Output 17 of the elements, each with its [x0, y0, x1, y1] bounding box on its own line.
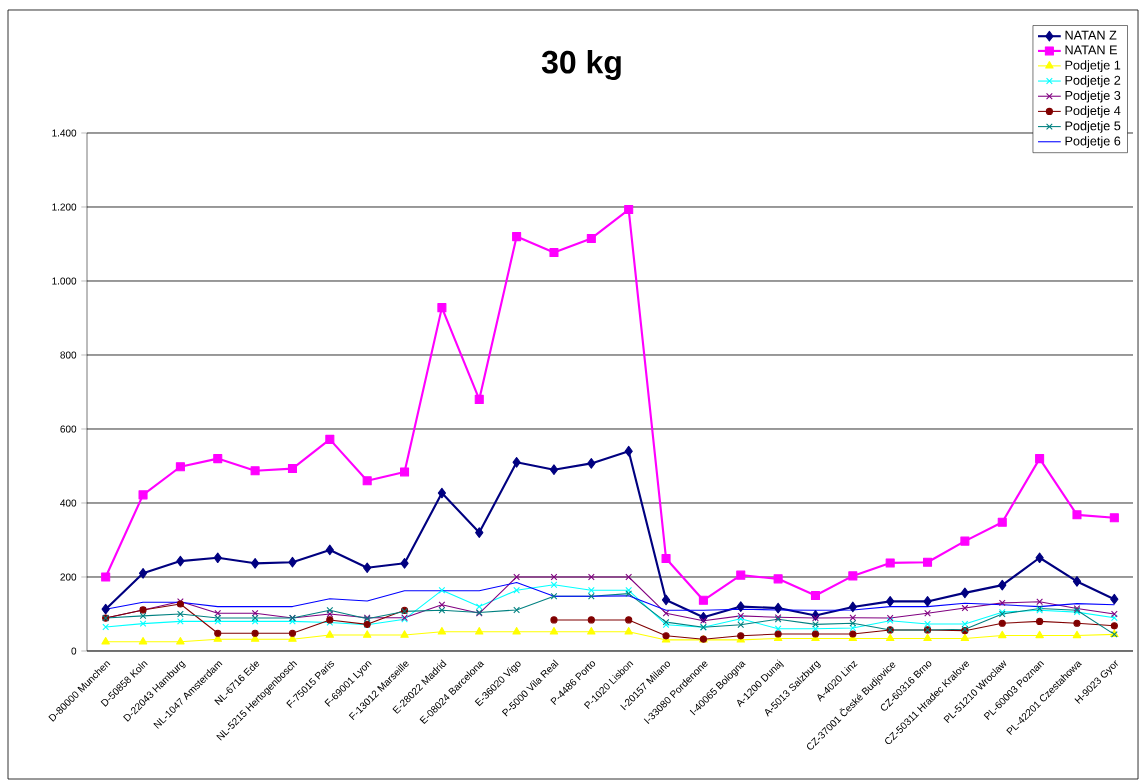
- legend-label: Podjetje 2: [1065, 75, 1121, 88]
- y-tick-label: 0: [71, 647, 77, 655]
- legend-label: NATAN E: [1065, 45, 1117, 55]
- legend-label: Podjetje 4: [1065, 105, 1121, 118]
- legend-label: Podjetje 5: [1065, 121, 1121, 133]
- y-tick-label: 800: [60, 351, 77, 359]
- y-tick-label: 400: [60, 499, 77, 507]
- chart-title: 30 kg: [541, 50, 621, 80]
- legend-label: Podjetje 1: [1065, 60, 1121, 73]
- legend-label: NATAN Z: [1065, 30, 1117, 40]
- legend-label: Podjetje 3: [1065, 90, 1121, 103]
- y-tick-label: 1.400: [52, 129, 77, 137]
- legend-label: Podjetje 6: [1065, 136, 1121, 148]
- y-tick-label: 1.000: [52, 277, 77, 285]
- y-tick-label: 200: [60, 573, 77, 581]
- y-tick-label: 600: [60, 425, 77, 433]
- y-tick-label: 1.200: [52, 203, 77, 211]
